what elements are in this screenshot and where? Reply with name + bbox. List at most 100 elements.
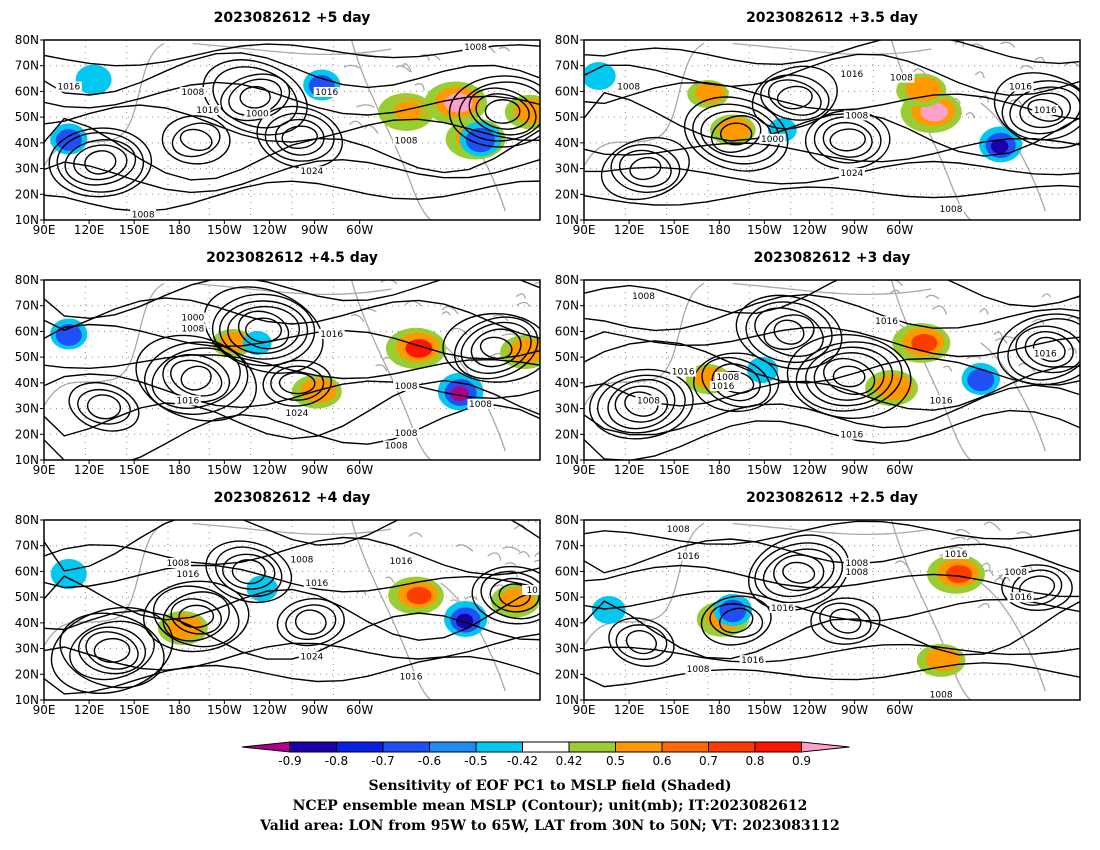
longitude-tick-label: 120E bbox=[614, 223, 645, 237]
latitude-axis: 10N 20N 30N 40N 50N 60N 70N 80N bbox=[15, 273, 44, 467]
mslp-contours bbox=[44, 520, 540, 695]
latitude-tick-label: 80N bbox=[15, 33, 39, 47]
latitude-tick-label: 40N bbox=[555, 136, 579, 150]
colorbar-tick-label: 0.5 bbox=[606, 754, 625, 768]
negative-sensitivity-area bbox=[75, 64, 112, 95]
panel-title: 2023082612 +5 day bbox=[214, 10, 371, 26]
colorbar-tick-label: -0.9 bbox=[278, 754, 301, 768]
longitude-tick-label: 150W bbox=[747, 703, 782, 717]
latitude-tick-label: 70N bbox=[15, 59, 39, 73]
contour-label: 1016 bbox=[1009, 83, 1032, 93]
positive-sensitivity-peak bbox=[911, 334, 938, 352]
longitude-tick-label: 90W bbox=[841, 463, 868, 477]
contour-label: 1008 bbox=[940, 205, 963, 215]
longitude-tick-label: 120W bbox=[792, 463, 827, 477]
contour-label: 1008 bbox=[845, 111, 868, 121]
coastlines bbox=[584, 280, 1080, 460]
colorbar-tick-label: 0.6 bbox=[652, 754, 671, 768]
latitude-tick-label: 30N bbox=[555, 642, 579, 656]
longitude-tick-label: 150W bbox=[207, 463, 242, 477]
map-field: 1016 1008 1016 1000 1016 1008 1024 1008 1008 bbox=[44, 40, 540, 220]
map-field: 1008 1016 1008 1016 1008 1000 1016 1024 1008 bbox=[584, 40, 1080, 220]
latitude-tick-label: 20N bbox=[555, 187, 579, 201]
contour-label: 1016 bbox=[741, 656, 764, 666]
latitude-tick-label: 80N bbox=[15, 273, 39, 287]
contour-label: 1008 bbox=[464, 43, 487, 53]
latitude-tick-label: 70N bbox=[555, 539, 579, 553]
colorbar-bin bbox=[708, 741, 756, 753]
contour-label: 1016 bbox=[1009, 593, 1032, 603]
positive-sensitivity-core bbox=[874, 374, 913, 400]
sensitivity-shading bbox=[592, 554, 985, 677]
positive-sensitivity-core bbox=[695, 82, 725, 104]
colorbar-tick-label: -0.5 bbox=[464, 754, 487, 768]
negative-sensitivity-area bbox=[584, 62, 616, 90]
longitude-axis: 90E 120E 150E 180 150W 120W 90W 60W bbox=[33, 700, 373, 717]
colorbar-tick-label: -0.6 bbox=[418, 754, 441, 768]
footer-line-3: Valid area: LON from 95W to 65W, LAT fro… bbox=[259, 818, 840, 834]
contour-label: 1024 bbox=[286, 409, 309, 419]
footer-line-1: Sensitivity of EOF PC1 to MSLP field (Sh… bbox=[368, 778, 731, 794]
colorbar-tick-label: -0.8 bbox=[325, 754, 348, 768]
contour-label: 1016 bbox=[1034, 350, 1057, 360]
latitude-tick-label: 10N bbox=[15, 213, 39, 227]
mslp-contours bbox=[44, 43, 540, 212]
latitude-tick-label: 40N bbox=[15, 376, 39, 390]
mslp-contours bbox=[584, 40, 1080, 206]
negative-sensitivity-area bbox=[592, 596, 626, 624]
contour-label: 1016 bbox=[315, 88, 338, 98]
map-panel: 2023082612 +5 day 1016 1008 1016 1000 1016 100… bbox=[15, 10, 541, 237]
longitude-tick-label: 120W bbox=[252, 223, 287, 237]
latitude-tick-label: 50N bbox=[555, 350, 579, 364]
longitude-tick-label: 90W bbox=[841, 223, 868, 237]
contour-label: 1008 bbox=[1004, 568, 1027, 578]
contour-label: 1024 bbox=[300, 653, 323, 663]
latitude-tick-label: 50N bbox=[555, 590, 579, 604]
colorbar-tick-label: 0.9 bbox=[792, 754, 811, 768]
latitude-tick-label: 50N bbox=[15, 110, 39, 124]
latitude-tick-label: 60N bbox=[555, 84, 579, 98]
longitude-tick-label: 60W bbox=[346, 703, 373, 717]
longitude-tick-label: 90E bbox=[33, 223, 56, 237]
longitude-tick-label: 60W bbox=[886, 703, 913, 717]
latitude-tick-label: 70N bbox=[15, 539, 39, 553]
colorbar-bin bbox=[475, 741, 523, 753]
latitude-tick-label: 40N bbox=[555, 376, 579, 390]
contour-label: 1016 bbox=[672, 368, 695, 378]
panel-title: 2023082612 +2.5 day bbox=[746, 490, 918, 506]
latitude-tick-label: 10N bbox=[15, 693, 39, 707]
contour-label: 1016 bbox=[1034, 106, 1057, 116]
longitude-tick-label: 150E bbox=[659, 223, 690, 237]
contour-label: 1008 bbox=[166, 559, 189, 569]
latitude-tick-label: 10N bbox=[555, 693, 579, 707]
latitude-tick-label: 70N bbox=[555, 59, 579, 73]
longitude-tick-label: 150W bbox=[747, 223, 782, 237]
map-panel: 2023082612 +4 day10081016100810161016102… bbox=[15, 490, 541, 717]
longitude-tick-label: 180 bbox=[168, 703, 191, 717]
contour-label: 1008 bbox=[637, 396, 660, 406]
sensitivity-shading bbox=[685, 323, 1000, 406]
panel-title: 2023082612 +4 day bbox=[214, 490, 371, 506]
map-frame bbox=[43, 519, 541, 701]
map-field: 1008101610081016101610081008101610081016… bbox=[584, 520, 1080, 700]
contour-label: 1008 bbox=[395, 137, 418, 147]
longitude-tick-label: 120E bbox=[74, 703, 105, 717]
negative-sensitivity-core bbox=[719, 599, 747, 623]
colorbar-bin bbox=[382, 741, 430, 753]
colorbar-tick-label: -0.7 bbox=[371, 754, 394, 768]
map-frame bbox=[583, 279, 1081, 461]
contour-label: 1000 bbox=[246, 110, 269, 120]
longitude-tick-label: 120W bbox=[792, 223, 827, 237]
contour-label: 1008 bbox=[845, 568, 868, 578]
longitude-tick-label: 180 bbox=[708, 463, 731, 477]
colorbar-bin bbox=[615, 741, 663, 753]
latitude-tick-label: 30N bbox=[555, 162, 579, 176]
contour-label: 1016 bbox=[176, 570, 199, 580]
longitude-tick-label: 150E bbox=[659, 703, 690, 717]
latitude-tick-label: 50N bbox=[15, 590, 39, 604]
latitude-tick-label: 30N bbox=[15, 162, 39, 176]
colorbar: -0.9 -0.8 -0.7 -0.6 -0.5 -0.42 0.42 0.5 0.6 0.7 0.… bbox=[241, 741, 850, 768]
contour-label: 1016 bbox=[390, 557, 413, 567]
